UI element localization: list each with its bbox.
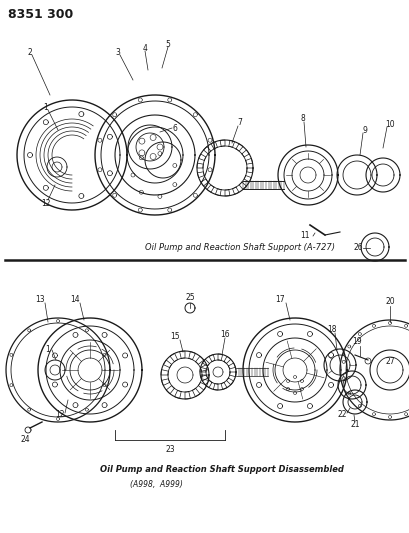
Text: 20: 20 [384, 297, 394, 306]
Text: 12: 12 [41, 198, 51, 207]
Text: 3: 3 [115, 47, 120, 56]
Text: 18: 18 [326, 326, 336, 335]
Text: 22: 22 [337, 410, 346, 419]
Text: 5: 5 [165, 39, 170, 49]
Text: 8: 8 [300, 114, 305, 123]
Text: 7: 7 [237, 117, 242, 126]
Text: 8351 300: 8351 300 [8, 7, 73, 20]
Text: 4: 4 [142, 44, 147, 52]
Text: 21: 21 [349, 421, 359, 430]
Text: 1: 1 [45, 345, 50, 354]
Text: 14: 14 [70, 295, 80, 304]
Text: 16: 16 [220, 330, 229, 340]
Text: Oil Pump and Reaction Shaft Support Disassembled: Oil Pump and Reaction Shaft Support Disa… [100, 465, 343, 474]
Text: 23: 23 [165, 446, 174, 455]
Text: 10: 10 [384, 119, 394, 128]
Text: 26: 26 [352, 244, 362, 253]
Text: 13: 13 [35, 295, 45, 304]
Text: 24: 24 [20, 435, 30, 445]
Text: 11: 11 [299, 231, 309, 240]
Text: 1: 1 [43, 102, 48, 111]
Text: 17: 17 [274, 295, 284, 304]
Text: 19: 19 [351, 337, 361, 346]
Text: 6: 6 [172, 124, 177, 133]
Text: 25: 25 [185, 294, 194, 303]
Text: 2: 2 [27, 47, 32, 56]
Text: (A998,  A999): (A998, A999) [130, 481, 182, 489]
Text: 27: 27 [384, 358, 394, 367]
Text: 9: 9 [362, 125, 366, 134]
Text: Oil Pump and Reaction Shaft Support (A-727): Oil Pump and Reaction Shaft Support (A-7… [145, 244, 334, 253]
Text: 12: 12 [55, 410, 65, 419]
Text: 15: 15 [170, 333, 180, 342]
